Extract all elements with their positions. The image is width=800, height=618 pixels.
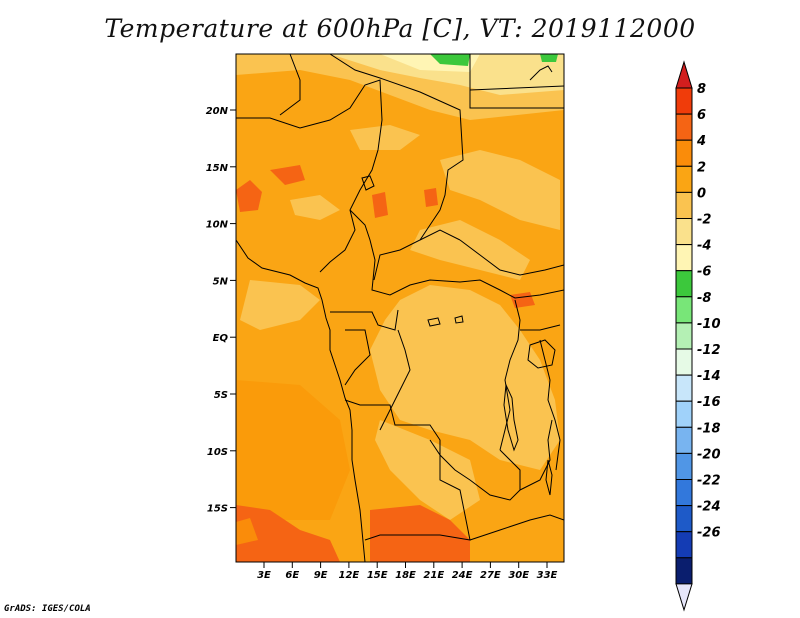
temperature-field [236,54,564,562]
colorbar-bottom-arrow [675,583,693,612]
colorbar-segment [675,165,693,193]
lat-label: 5N [213,276,229,287]
colorbar-label: 6 [697,108,706,123]
lat-label: 5S [214,390,228,401]
lat-label: 15S [207,504,228,515]
colorbar-label: 0 [697,186,706,201]
lon-label: 9E [314,570,328,581]
lat-label: 10N [206,220,229,231]
colorbar-segment [675,426,693,454]
colorbar-label: 2 [697,160,706,175]
lon-label: 12E [339,570,360,581]
colorbar-label: -24 [697,500,721,515]
lon-label: 21E [423,570,444,581]
colorbar-segment [675,218,693,246]
colorbar-segment [675,374,693,402]
colorbar-segment [675,505,693,533]
longitude-axis: 3E 6E 9E 12E 15E 18E 21E 24E 27E 30E 33E [257,562,558,581]
colorbar-segment [675,348,693,376]
lat-label: 10S [207,447,228,458]
colorbar-segment [675,113,693,141]
lon-label: 3E [257,570,271,581]
colorbar-label: 4 [696,134,706,149]
colorbar-label: -22 [697,474,721,489]
colorbar-label: -16 [697,395,721,410]
colorbar-label: -2 [697,213,711,228]
colorbar-segment [675,557,693,585]
colorbar-segment [675,87,693,115]
grads-credit: GrADS: IGES/COLA [4,604,91,614]
colorbar-segment [675,479,693,507]
colorbar-segment [675,322,693,350]
lon-label: 18E [395,570,416,581]
colorbar-segment [675,139,693,167]
colorbar-segment [675,270,693,298]
colorbar-label: -20 [697,447,721,462]
lon-label: 6E [285,570,299,581]
colorbar-label: -6 [697,265,711,280]
colorbar-label: 8 [697,82,706,97]
colorbar-label: -10 [697,317,721,332]
colorbar-label: -26 [697,526,721,541]
country-borders [236,54,564,562]
lon-label: 27E [480,570,501,581]
colorbar-label: -12 [697,343,721,358]
colorbar: 8 6 4 2 0 -2 -4 -6 -8 -10 -12 -14 -16 -18 -20 -22 -24 -26 [675,60,721,612]
latitude-axis: 20N 15N 10N 5N EQ 5S 10S 15S [206,106,236,515]
colorbar-segment [675,244,693,272]
lon-label: 33E [537,570,558,581]
colorbar-segment [675,400,693,428]
plot-frame [235,53,565,563]
colorbar-segment [675,191,693,219]
colorbar-label: -8 [697,291,711,306]
lat-label: EQ [213,333,229,344]
lon-label: 15E [367,570,388,581]
lat-label: 20N [206,106,229,117]
map-title: Temperature at 600hPa [C], VT: 201911200… [104,14,696,43]
lat-label: 15N [206,163,229,174]
colorbar-top-arrow [675,60,693,89]
colorbar-label: -18 [697,421,721,436]
colorbar-segment [675,296,693,324]
lon-label: 30E [508,570,529,581]
colorbar-label: -14 [697,369,721,384]
colorbar-segment [675,452,693,480]
lon-label: 24E [452,570,473,581]
colorbar-label: -4 [697,239,711,254]
colorbar-segment [675,531,693,559]
